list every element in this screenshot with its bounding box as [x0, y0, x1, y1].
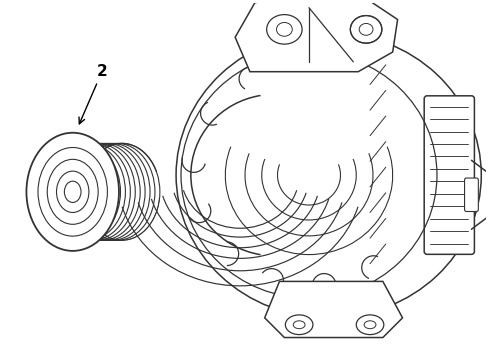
Ellipse shape [176, 32, 481, 318]
Text: 1: 1 [0, 359, 1, 360]
Polygon shape [265, 282, 402, 338]
Ellipse shape [26, 133, 119, 251]
FancyBboxPatch shape [424, 96, 474, 254]
Text: 2: 2 [79, 64, 108, 124]
Polygon shape [235, 0, 397, 72]
FancyBboxPatch shape [465, 178, 478, 212]
